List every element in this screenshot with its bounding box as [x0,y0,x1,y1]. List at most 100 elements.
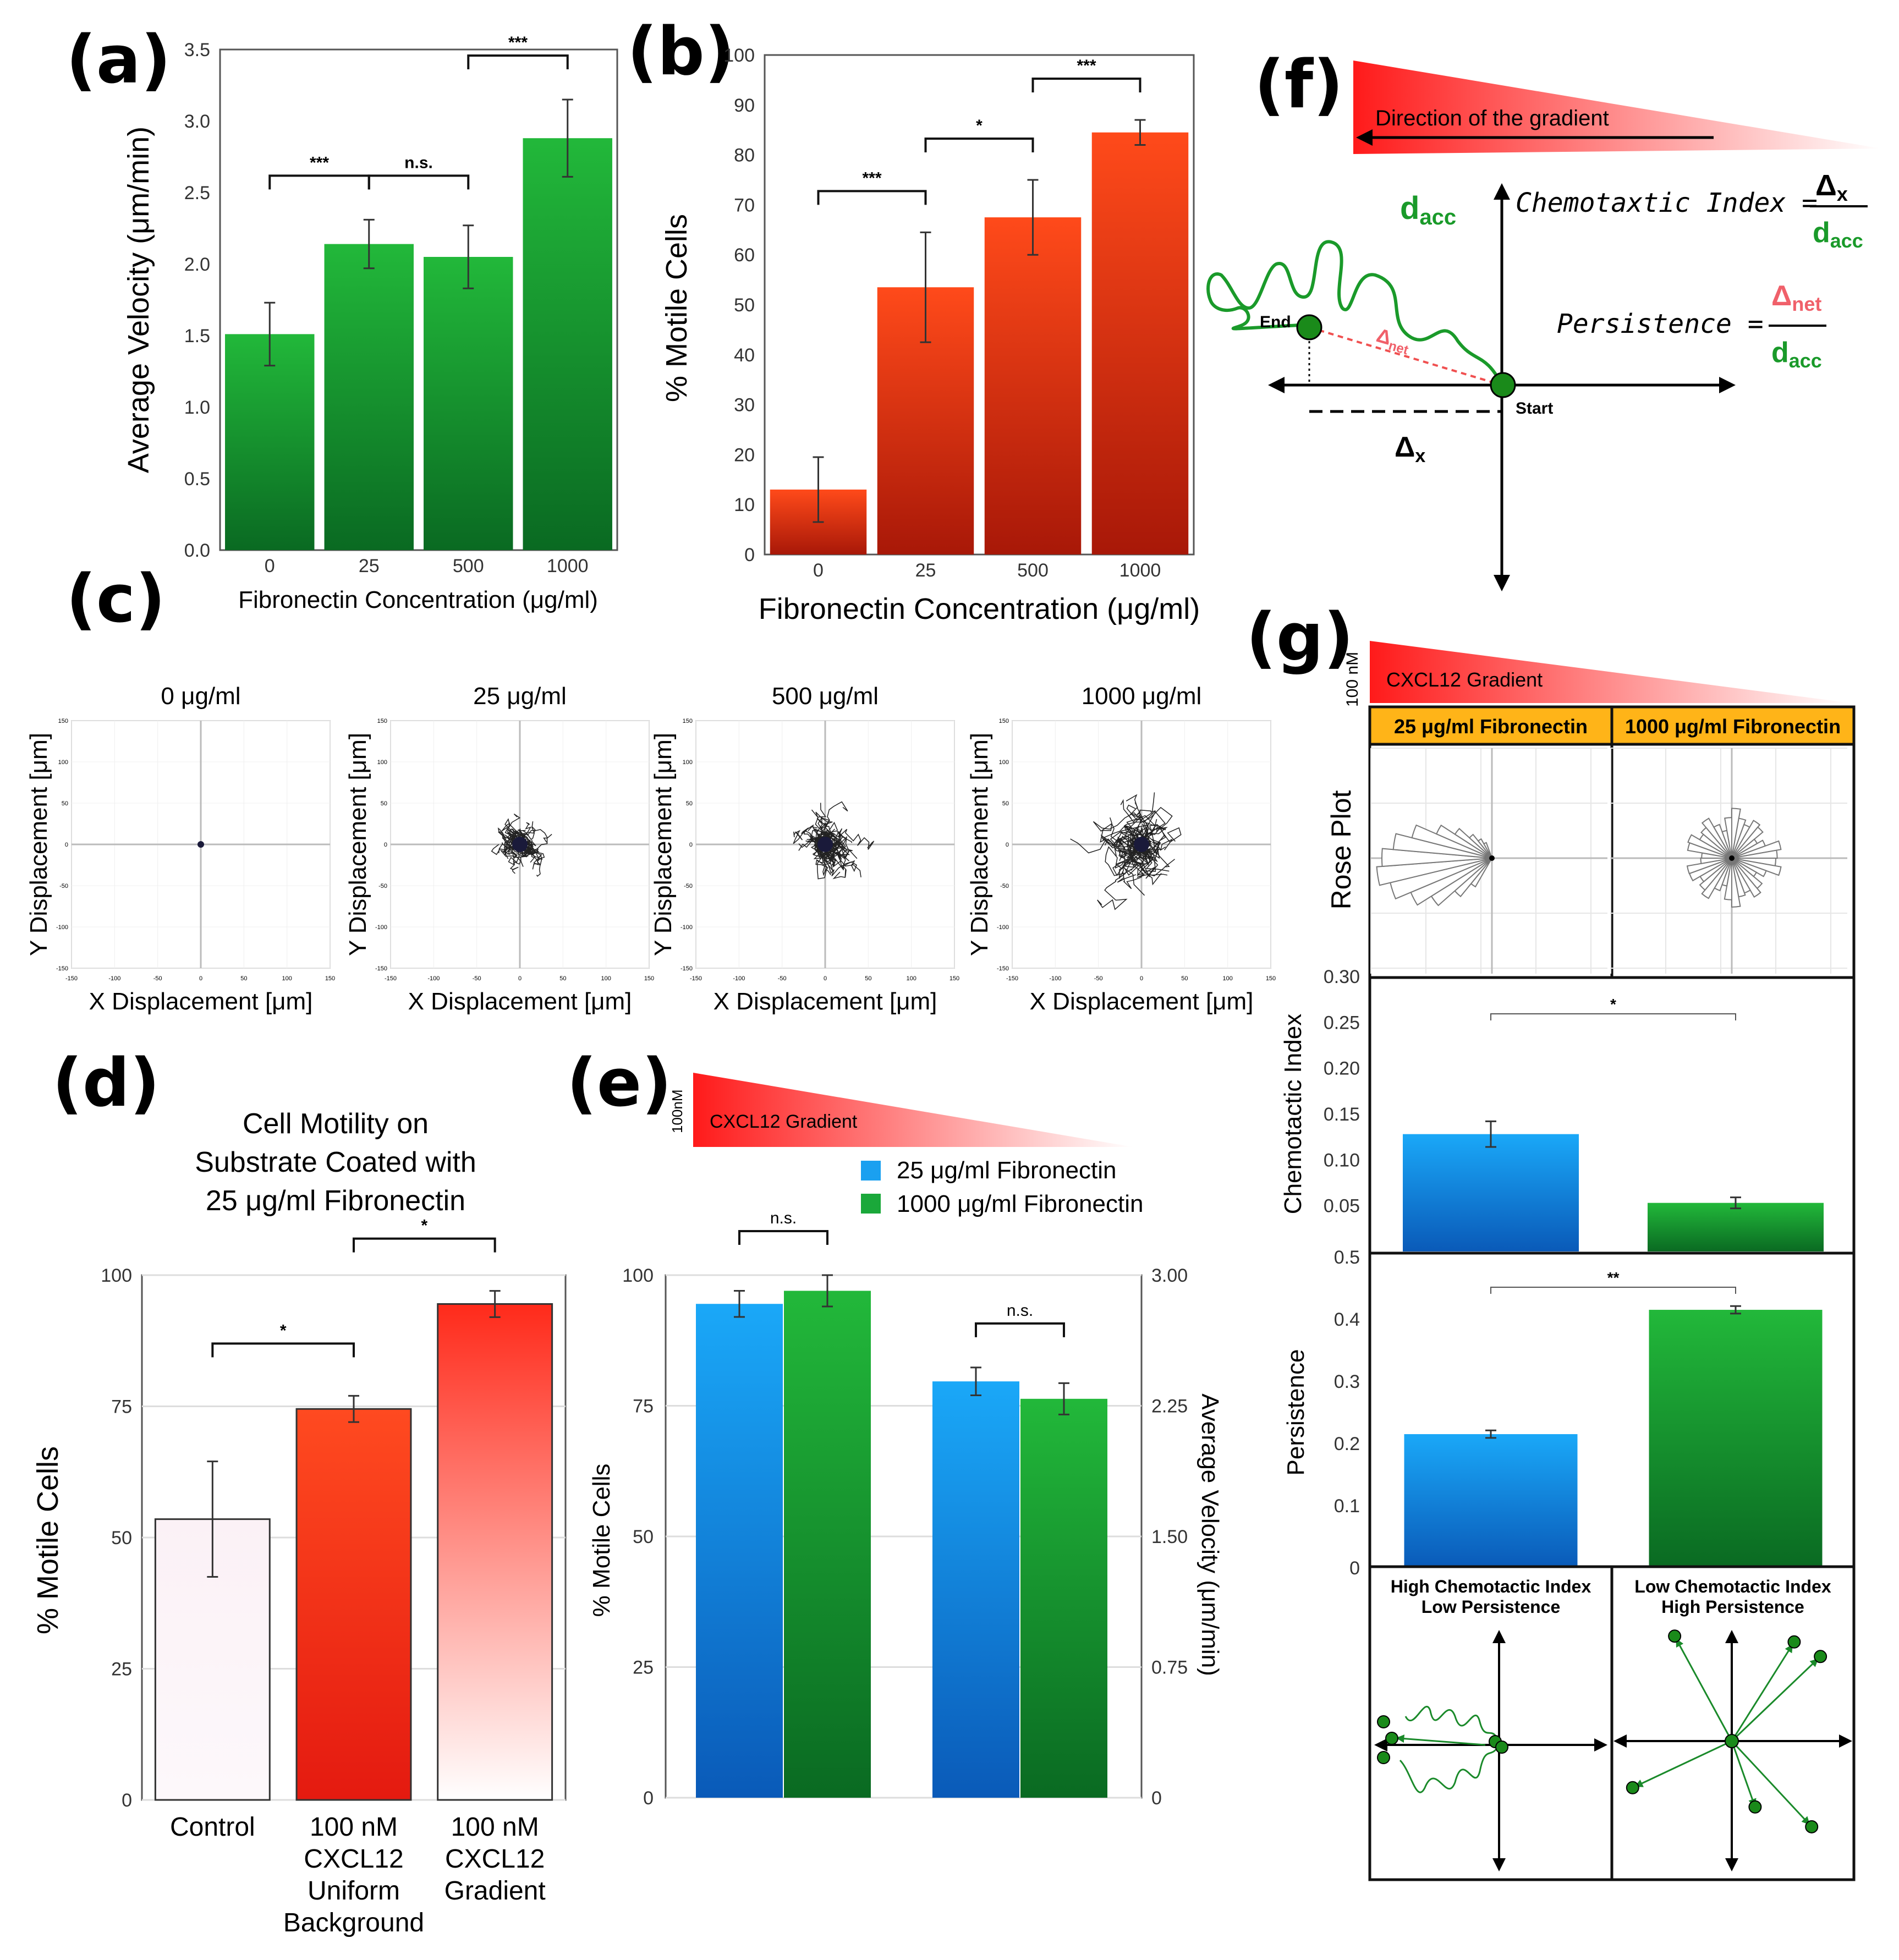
e-significance-label: n.s. [770,1209,797,1227]
g_ci-significance-bracket [1490,1013,1736,1020]
b-y-axis-label: % Motile Cells [660,214,693,402]
schematic-right-arrow [1731,1740,1810,1825]
a-y-tick: 0.5 [184,469,210,490]
e-y-tick-right: 0.75 [1151,1657,1188,1678]
b-y-tick: 50 [734,295,755,316]
c-cell-track [508,844,520,874]
c-y-tick: -150 [375,965,387,972]
rose-center [1489,855,1495,861]
c-x-tick: 150 [1266,975,1276,982]
c-origin-marker [1134,837,1149,852]
g_p-significance-bracket [1490,1287,1736,1294]
e-legend-label: 25 μg/ml Fibronectin [897,1157,1117,1184]
a-significance-label: n.s. [404,153,433,172]
b-y-tick: 10 [734,495,755,515]
e-error-bar [822,1274,833,1308]
e-error-bar [734,1290,745,1318]
b-significance-bracket [924,138,1034,152]
rose-petal [1713,823,1732,859]
b-plot-frame [764,54,1195,556]
c-y-tick: -100 [375,924,387,931]
panel-label-f: (f) [1254,47,1343,123]
d-y-tick: 50 [111,1528,132,1549]
c-y-axis-label: Y Displacement [μm] [344,733,371,956]
bottom-left-line2: Low Persistence [1421,1597,1561,1617]
c-y-tick: -50 [684,883,693,890]
d-title-line: 25 μg/ml Fibronectin [206,1185,465,1217]
a-error-bar [463,224,474,289]
g_p-y-tick: 0.5 [1334,1247,1360,1268]
a-y-axis-label: Average Velocity (μm/min) [122,127,155,473]
c-x-tick: 0 [824,975,827,982]
schematic-right-arrow [1676,1638,1733,1742]
schematic-left-dot [1377,1751,1390,1764]
c-x-axis-label: X Displacement [μm] [1030,988,1254,1015]
delta-x-label: Δx [1395,431,1425,466]
g_ci-y-tick: 0.10 [1324,1150,1360,1171]
c-y-tick: 0 [65,842,68,848]
c-x-tick: 0 [518,975,522,982]
ci-denominator: dacc [1813,217,1863,252]
c-x-tick: 150 [950,975,959,982]
panel-f-schematic: Direction of the gradient End Start dacc… [1206,61,1881,591]
bottom-right-line1: Low Chemotactic Index [1634,1577,1831,1596]
panel-label-g: (g) [1246,600,1354,676]
c-x-tick: 50 [240,975,247,982]
c-x-axis-label: X Displacement [μm] [89,988,313,1015]
schematic-right-origin [1725,1734,1739,1748]
c-cell-track [1129,802,1173,845]
c-y-tick: 150 [683,718,693,724]
e-bar [784,1291,871,1798]
e-y-axis-label-left: % Motile Cells [588,1464,615,1617]
g_p-y-tick: 0.3 [1334,1371,1360,1392]
rose-petal [1731,826,1764,859]
c-y-tick: 0 [1006,842,1009,848]
c-y-tick: 50 [686,800,693,807]
panel-label-d: (d) [52,1045,160,1122]
panel-label-b: (b) [627,14,735,90]
g_ci-bar [1648,1203,1824,1251]
a-y-tick: 1.0 [184,397,210,418]
g-col2-header [1610,705,1856,746]
g_p-y-tick: 0 [1349,1558,1360,1579]
g_ci-significance-label: * [1610,996,1616,1013]
c-y-tick: -150 [680,965,693,972]
c-cell-track [1141,833,1161,863]
schematic-right-dot [1814,1650,1827,1663]
e-y-tick-left: 25 [633,1657,654,1678]
c-x-tick: -100 [733,975,745,982]
e-significance-label: n.s. [1007,1302,1033,1320]
g_ci-y-tick: 0.15 [1324,1104,1360,1125]
c-x-tick: -150 [65,975,78,982]
d-error-bar [348,1394,359,1423]
d-x-tick: CXCL12 [445,1844,545,1874]
c-x-tick: -150 [385,975,397,982]
c-y-tick: 100 [58,759,68,766]
d-x-tick: CXCL12 [304,1844,403,1874]
a-y-tick: 2.5 [184,183,210,204]
c-track-plot: -150 150 -100 100 -50 50 0 0 50 -50 100 -100 150 -150… [966,683,1276,1015]
b-bar [1091,132,1189,555]
d-significance-label: * [421,1217,427,1235]
c-y-tick: 50 [1002,800,1009,807]
b-y-tick: 80 [734,145,755,166]
e-bar [932,1381,1019,1798]
g_ci-y-tick: 0.25 [1324,1012,1360,1033]
chemotactic-index-formula-label: Chemotaxtic Index = [1516,188,1818,218]
d-x-tick: 100 nM [451,1813,539,1842]
g_ci-y-tick: 0.20 [1324,1058,1360,1079]
schematic-right-arrow [1731,1644,1793,1742]
b-y-tick: 60 [734,245,755,266]
c-x-tick: -50 [1094,975,1103,982]
c-y-tick: 0 [689,842,693,848]
start-point [1490,372,1516,398]
c-y-tick: 0 [384,842,387,848]
a-significance-label: *** [508,34,528,52]
b-x-tick: 25 [915,560,936,581]
e-y-tick-right: 0 [1151,1788,1162,1809]
b-y-tick: 100 [723,45,755,66]
c-x-tick: -50 [778,975,787,982]
g-col1-header-text: 25 μg/ml Fibronectin [1394,715,1588,738]
d-y-axis-label: % Motile Cells [31,1446,64,1634]
